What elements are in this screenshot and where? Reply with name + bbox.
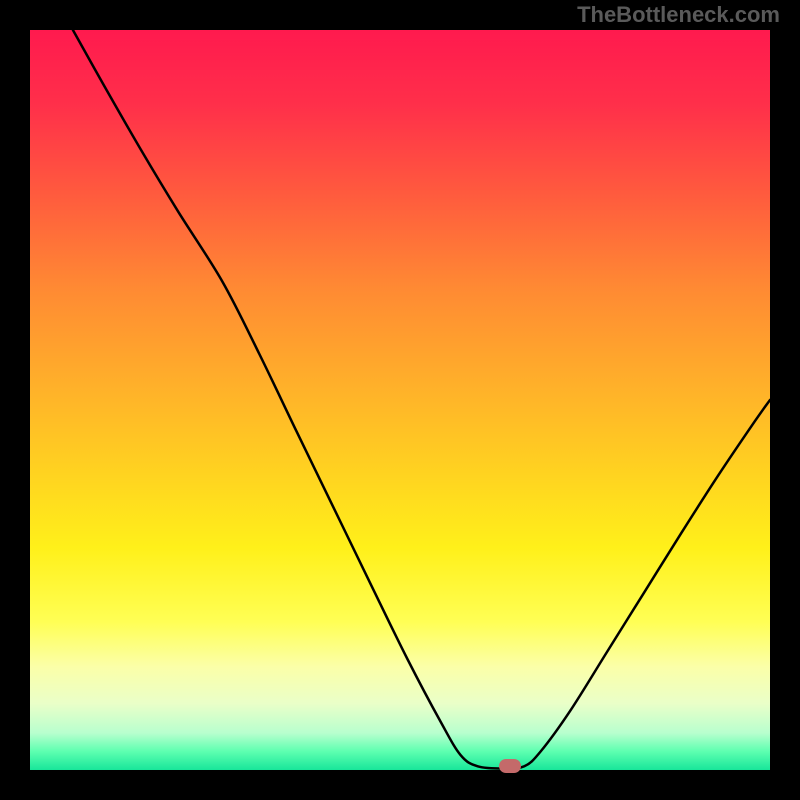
bottleneck-curve (73, 30, 770, 769)
plot-area (30, 30, 770, 770)
watermark-text: TheBottleneck.com (577, 2, 780, 28)
curve-svg (30, 30, 770, 770)
optimum-marker (499, 759, 521, 773)
